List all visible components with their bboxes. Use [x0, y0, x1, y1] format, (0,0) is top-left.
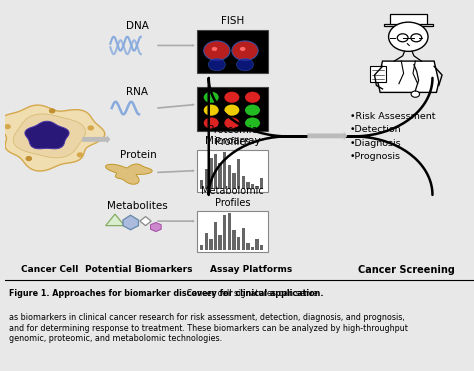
- Polygon shape: [151, 223, 161, 232]
- Bar: [242, 176, 245, 190]
- Text: as biomarkers in clinical cancer research for risk assessment, detection, diagno: as biomarkers in clinical cancer researc…: [9, 313, 408, 343]
- Circle shape: [204, 41, 230, 60]
- Bar: [214, 154, 217, 190]
- Bar: [246, 243, 249, 250]
- Bar: [219, 235, 222, 250]
- Bar: [237, 160, 240, 190]
- Circle shape: [50, 109, 55, 113]
- Text: Proteomic
Profiles: Proteomic Profiles: [208, 125, 257, 147]
- Bar: [390, 14, 427, 24]
- Bar: [200, 245, 203, 250]
- Bar: [214, 222, 217, 250]
- Bar: [209, 239, 212, 250]
- Circle shape: [5, 125, 10, 129]
- Bar: [223, 214, 227, 250]
- Circle shape: [224, 105, 239, 116]
- Text: Potential Biomarkers: Potential Biomarkers: [85, 265, 192, 274]
- Polygon shape: [106, 214, 124, 226]
- Circle shape: [237, 58, 254, 71]
- Bar: [255, 186, 259, 190]
- Circle shape: [224, 118, 239, 129]
- Bar: [237, 237, 240, 250]
- Circle shape: [204, 105, 219, 116]
- Text: Cancer Screening: Cancer Screening: [357, 265, 455, 275]
- Circle shape: [204, 118, 219, 129]
- FancyBboxPatch shape: [197, 30, 267, 73]
- Text: RNA: RNA: [126, 88, 148, 98]
- Bar: [242, 228, 245, 250]
- Bar: [251, 247, 254, 250]
- Text: Cancer Cell: Cancer Cell: [21, 265, 78, 274]
- Text: Metabolomic
Profiles: Metabolomic Profiles: [201, 186, 264, 208]
- Text: Protein: Protein: [120, 150, 157, 160]
- Circle shape: [212, 47, 217, 51]
- Polygon shape: [0, 105, 105, 171]
- Polygon shape: [25, 121, 69, 149]
- Bar: [246, 182, 249, 190]
- Bar: [228, 213, 231, 250]
- Text: DNA: DNA: [126, 21, 148, 31]
- Text: Assay Platforms: Assay Platforms: [210, 265, 292, 274]
- Bar: [260, 245, 264, 250]
- Circle shape: [209, 58, 225, 71]
- Polygon shape: [13, 114, 85, 158]
- Bar: [370, 66, 386, 82]
- Bar: [251, 184, 254, 190]
- Text: Microarray: Microarray: [204, 136, 260, 146]
- Bar: [232, 173, 236, 190]
- Text: Cancer cell signatures can serve: Cancer cell signatures can serve: [9, 289, 318, 298]
- Text: •Diagnosis: •Diagnosis: [350, 139, 401, 148]
- FancyBboxPatch shape: [197, 87, 267, 131]
- Circle shape: [245, 105, 260, 116]
- Polygon shape: [123, 215, 138, 230]
- Circle shape: [232, 41, 258, 60]
- Circle shape: [224, 92, 239, 103]
- Circle shape: [26, 157, 31, 161]
- Bar: [205, 169, 208, 190]
- Circle shape: [389, 22, 428, 51]
- Circle shape: [245, 118, 260, 129]
- Text: •Prognosis: •Prognosis: [350, 152, 401, 161]
- Bar: [228, 165, 231, 190]
- Circle shape: [88, 126, 93, 130]
- Bar: [209, 158, 212, 190]
- Bar: [200, 180, 203, 190]
- Text: Metabolites: Metabolites: [107, 201, 167, 211]
- FancyBboxPatch shape: [197, 211, 267, 252]
- Circle shape: [204, 92, 219, 103]
- Bar: [255, 239, 259, 250]
- Bar: [260, 178, 264, 190]
- FancyBboxPatch shape: [197, 150, 267, 191]
- Bar: [384, 24, 433, 26]
- Bar: [223, 152, 227, 190]
- Polygon shape: [378, 61, 439, 92]
- Text: Figure 1. Approaches for biomarker discovery for clinical application.: Figure 1. Approaches for biomarker disco…: [9, 289, 324, 298]
- Bar: [219, 163, 222, 190]
- Polygon shape: [106, 164, 152, 184]
- Circle shape: [245, 92, 260, 103]
- Text: •Risk Assessment: •Risk Assessment: [350, 112, 435, 121]
- Bar: [232, 230, 236, 250]
- Circle shape: [411, 91, 419, 97]
- Circle shape: [240, 47, 246, 51]
- Polygon shape: [140, 217, 151, 226]
- Text: FISH: FISH: [221, 16, 244, 26]
- Circle shape: [77, 153, 82, 157]
- Bar: [205, 233, 208, 250]
- Text: •Detection: •Detection: [350, 125, 401, 134]
